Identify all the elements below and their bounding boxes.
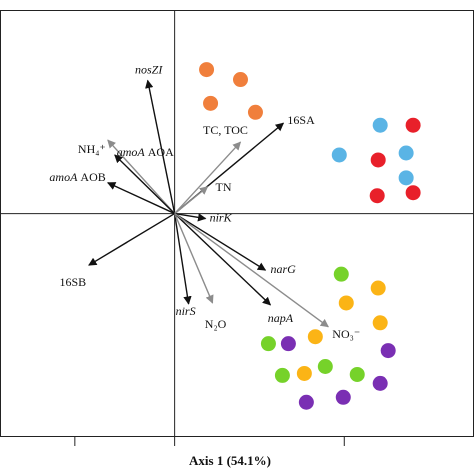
arrow-label-suffix: AOA xyxy=(148,145,174,159)
arrow-label-name: narG xyxy=(270,262,296,276)
sample-point xyxy=(260,336,276,352)
arrow-label-name: napA xyxy=(268,311,294,325)
arrow-label: 16SB xyxy=(59,275,86,289)
arrow-label: TC, TOC xyxy=(203,123,248,137)
x-axis-label: Axis 1 (54.1%) xyxy=(189,453,271,468)
sample-point xyxy=(203,95,219,111)
arrow-label-name: TN xyxy=(216,180,232,194)
loading-arrow xyxy=(174,213,272,306)
arrow-label: TN xyxy=(216,180,232,194)
arrow-label: nirS xyxy=(176,304,196,318)
sample-point xyxy=(232,72,248,88)
arrow-label-name: TC, TOC xyxy=(203,123,248,137)
sample-point xyxy=(280,336,296,352)
sample-point xyxy=(338,295,354,311)
sample-point xyxy=(274,367,290,383)
arrow-label-name: 16SB xyxy=(59,275,86,289)
arrow-label-suffix: AOB xyxy=(80,170,105,184)
sample-point xyxy=(199,62,215,78)
sample-point xyxy=(331,147,347,163)
arrow-label: N₂O xyxy=(205,317,227,331)
loading-arrow xyxy=(174,212,267,271)
arrow-label: nirK xyxy=(210,210,233,224)
loading-arrow xyxy=(173,213,214,304)
arrow-label-name: nirS xyxy=(176,304,196,318)
loading-arrow xyxy=(145,79,176,214)
sample-point xyxy=(372,117,388,133)
loading-arrow xyxy=(88,212,175,266)
arrow-label-name: 16SA xyxy=(287,113,315,127)
arrow-label-name: N₂O xyxy=(205,317,227,331)
arrow-label: amoA AOB xyxy=(49,170,105,184)
loading-arrow xyxy=(107,139,176,215)
loading-arrow xyxy=(173,213,192,305)
arrow-label-name: amoA xyxy=(117,145,146,159)
sample-point xyxy=(370,280,386,296)
loading-arrow xyxy=(114,154,176,215)
sample-point xyxy=(247,104,263,120)
sample-point xyxy=(370,152,386,168)
loading-arrow xyxy=(174,141,242,215)
arrow-label: 16SA xyxy=(287,113,315,127)
sample-point xyxy=(296,365,312,381)
arrow-label: napA xyxy=(268,311,294,325)
sample-point xyxy=(380,343,396,359)
sample-point xyxy=(398,145,414,161)
loading-arrow xyxy=(174,212,207,222)
arrow-label: amoA AOA xyxy=(117,145,174,159)
arrow-label-name: nirK xyxy=(210,210,233,224)
sample-point xyxy=(335,389,351,405)
sample-point xyxy=(398,170,414,186)
arrow-label: nosZI xyxy=(135,62,163,76)
sample-point xyxy=(298,394,314,410)
arrow-label-name: nosZI xyxy=(135,62,163,76)
sample-point xyxy=(349,366,365,382)
sample-point xyxy=(333,266,349,282)
loading-arrow xyxy=(174,186,209,215)
sample-point xyxy=(372,375,388,391)
loading-arrow xyxy=(107,182,175,215)
sample-point xyxy=(317,358,333,374)
arrow-label-name: NO₃⁻ xyxy=(332,327,360,341)
arrow-label-name: amoA xyxy=(49,170,78,184)
sample-point xyxy=(405,185,421,201)
sample-point xyxy=(307,329,323,345)
arrow-label: NH₄⁺ xyxy=(78,142,106,156)
loading-arrow xyxy=(174,213,329,328)
sample-point xyxy=(405,117,421,133)
sample-point xyxy=(372,315,388,331)
arrow-label: narG xyxy=(270,262,296,276)
arrow-label-name: NH₄⁺ xyxy=(78,142,106,156)
arrow-label: NO₃⁻ xyxy=(332,327,360,341)
sample-point xyxy=(369,188,385,204)
